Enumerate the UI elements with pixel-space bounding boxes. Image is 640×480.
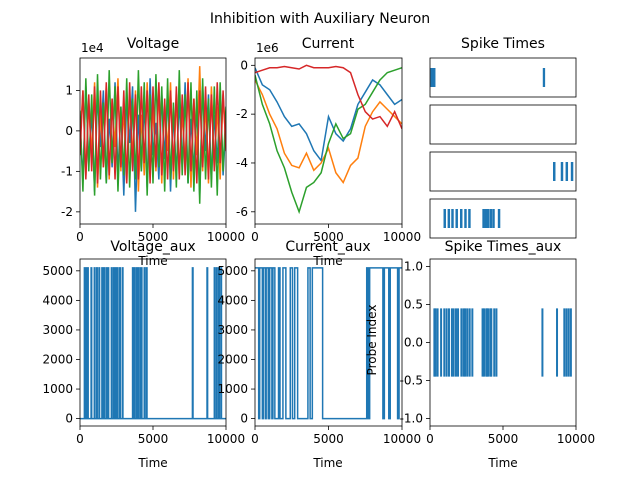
voltage-ytick-label: -2	[61, 205, 73, 219]
spike-times-aux-xtick-label: 0	[426, 432, 434, 446]
spike-times-aux-ylabel: Probe Index	[365, 305, 379, 376]
voltage-xtick-label: 0	[76, 230, 84, 244]
current-series-2	[255, 67, 402, 215]
current-series-3	[255, 64, 402, 130]
current-panel: Current 1e6 0 5000 10000 -6 -4 -2 0 Time	[236, 36, 421, 268]
voltage-aux-series-0	[80, 267, 226, 420]
voltage-frame	[79, 57, 227, 225]
voltage-panel: Voltage 1e4 0 5000 10000 -2 -1 0 1 Time	[61, 36, 245, 268]
current-xtick-label: 10000	[383, 230, 421, 244]
current-aux-xlabel: Time	[312, 456, 342, 470]
current-ytick-label: -6	[236, 205, 248, 219]
voltage-aux-xtick-label: 10000	[207, 432, 245, 446]
current-aux-plot-area: 0 5000 10000 0 1000 2000 3000 4000 5000	[217, 258, 421, 446]
voltage-aux-ytick-label: 2000	[42, 352, 73, 366]
voltage-aux-xlabel: Time	[137, 456, 167, 470]
voltage-ytick-label: 0	[65, 124, 73, 138]
current-aux-series-group	[255, 267, 402, 420]
current-offset-text: 1e6	[256, 41, 279, 55]
voltage-ytick-label: 1	[65, 83, 73, 97]
voltage-series-3	[80, 82, 226, 184]
current-ytick-label: 0	[240, 58, 248, 72]
spike-times-row-0-frame	[429, 57, 577, 98]
spike-times-aux-panel: Spike Times_aux Probe Index 0 5000 10000 -1…	[365, 239, 595, 470]
current-xtick-label: 5000	[313, 230, 344, 244]
current-series-1	[255, 79, 402, 184]
spike-times-aux-ytick-label: 0.0	[404, 336, 423, 350]
spike-times-aux-xtick-label: 10000	[557, 432, 595, 446]
current-aux-ytick-label: 3000	[217, 323, 248, 337]
current-ytick-label: -2	[236, 107, 248, 121]
voltage-offset-text: 1e4	[81, 41, 104, 55]
voltage-aux-ytick-label: 5000	[42, 264, 73, 278]
spike-times-aux-plot-area: 0 5000 10000 -1.0 -0.5 0.0 0.5 1.0	[400, 258, 595, 446]
current-plot-area: 0 5000 10000 -6 -4 -2 0	[236, 57, 421, 244]
current-aux-title: Current_aux	[285, 239, 370, 255]
voltage-aux-ytick-label: 3000	[42, 323, 73, 337]
spike-times-row-1-frame	[429, 104, 577, 145]
voltage-aux-ytick-label: 0	[65, 412, 73, 426]
voltage-xtick-label: 5000	[138, 230, 169, 244]
voltage-title: Voltage	[127, 36, 180, 52]
figure-suptitle: Inhibition with Auxiliary Neuron	[210, 11, 430, 27]
voltage-aux-frame	[79, 258, 227, 427]
current-xtick-label: 0	[251, 230, 259, 244]
spike-times-title: Spike Times	[461, 36, 545, 52]
voltage-aux-title: Voltage_aux	[110, 239, 195, 255]
voltage-aux-panel: Voltage_aux 0 5000 10000010002000300040005…	[42, 239, 245, 470]
current-aux-ytick-label: 4000	[217, 293, 248, 307]
current-aux-ytick-label: 2000	[217, 352, 248, 366]
current-ytick-label: -4	[236, 156, 248, 170]
spike-times-panel: Spike Times	[429, 36, 577, 239]
spike-times-aux-xtick-label: 5000	[488, 432, 519, 446]
spike-times-aux-xlabel: Time	[487, 456, 517, 470]
current-series-0	[255, 67, 402, 163]
current-frame	[254, 57, 403, 225]
voltage-xlabel: Time	[137, 254, 167, 268]
current-aux-series-0	[255, 267, 402, 420]
voltage-xtick-label: 10000	[207, 230, 245, 244]
spike-times-aux-title: Spike Times_aux	[445, 239, 562, 255]
voltage-aux-ytick-label: 1000	[42, 382, 73, 396]
current-aux-xtick-label: 5000	[313, 432, 344, 446]
current-aux-ytick-label: 5000	[217, 264, 248, 278]
current-aux-ytick-label: 1000	[217, 382, 248, 396]
voltage-aux-xtick-label: 5000	[138, 432, 169, 446]
current-xlabel: Time	[312, 254, 342, 268]
current-aux-ytick-label: 0	[240, 412, 248, 426]
current-aux-xtick-label: 10000	[383, 432, 421, 446]
spike-times-aux-ytick-label: -0.5	[400, 373, 423, 387]
current-aux-frame	[254, 258, 403, 427]
spike-times-plot-area	[429, 57, 577, 239]
spike-times-aux-frame	[429, 258, 577, 427]
spike-times-aux-ytick-label: 0.5	[404, 298, 423, 312]
spike-times-row-2-frame	[429, 151, 577, 192]
voltage-series-group	[80, 66, 226, 212]
voltage-aux-series-group	[80, 267, 226, 420]
current-aux-xtick-label: 0	[251, 432, 259, 446]
voltage-ytick-label: -1	[61, 164, 73, 178]
voltage-aux-xtick-label: 0	[76, 432, 84, 446]
voltage-aux-ytick-label: 4000	[42, 293, 73, 307]
spike-times-aux-ytick-label: -1.0	[400, 411, 423, 425]
voltage-plot-area: 0 5000 10000 -2 -1 0 1	[61, 57, 245, 244]
current-aux-panel: Current_aux 0 5000 10000 0 1000 2000 3000 4000 5…	[217, 239, 421, 470]
current-title: Current	[302, 36, 355, 52]
spike-times-row-3-frame	[429, 198, 577, 239]
spike-times-aux-ytick-label: 1.0	[404, 260, 423, 274]
current-series-group	[255, 64, 402, 215]
